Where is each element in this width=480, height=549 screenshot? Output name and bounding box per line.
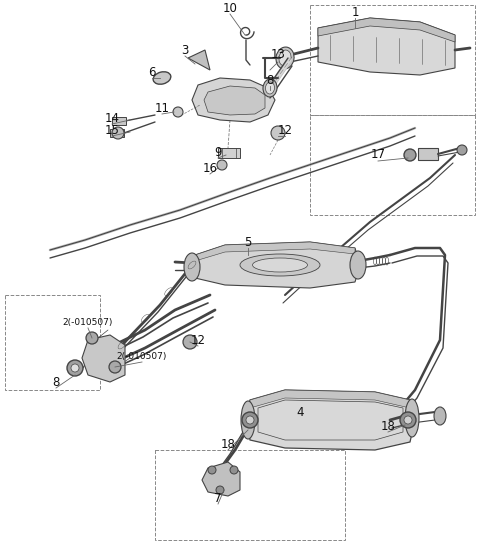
- Polygon shape: [250, 390, 410, 408]
- Polygon shape: [82, 335, 125, 382]
- Text: 2(-010507): 2(-010507): [117, 351, 167, 361]
- Circle shape: [183, 335, 197, 349]
- Circle shape: [216, 486, 224, 494]
- Text: 5: 5: [244, 236, 252, 249]
- Circle shape: [217, 160, 227, 170]
- Ellipse shape: [241, 401, 255, 439]
- Polygon shape: [318, 18, 455, 75]
- Ellipse shape: [263, 79, 277, 97]
- Ellipse shape: [184, 253, 200, 281]
- Circle shape: [67, 360, 83, 376]
- Circle shape: [400, 412, 416, 428]
- Bar: [5, 295, 100, 390]
- Text: 10: 10: [223, 2, 238, 14]
- Text: 9: 9: [214, 145, 222, 159]
- Circle shape: [457, 145, 467, 155]
- Polygon shape: [188, 50, 210, 70]
- Text: 6: 6: [148, 65, 156, 79]
- Text: 12: 12: [191, 333, 205, 346]
- Circle shape: [271, 126, 285, 140]
- Text: 8: 8: [52, 376, 60, 389]
- Circle shape: [242, 412, 258, 428]
- Text: 15: 15: [105, 124, 120, 137]
- Circle shape: [112, 127, 124, 139]
- Circle shape: [404, 416, 412, 424]
- Polygon shape: [246, 390, 415, 450]
- Text: 18: 18: [381, 419, 396, 433]
- Text: 4: 4: [296, 406, 304, 418]
- FancyBboxPatch shape: [110, 129, 124, 137]
- Bar: [310, 5, 475, 115]
- Polygon shape: [318, 18, 455, 42]
- Ellipse shape: [276, 47, 294, 69]
- Polygon shape: [192, 242, 360, 288]
- Polygon shape: [202, 462, 240, 496]
- Ellipse shape: [153, 72, 171, 84]
- Text: 7: 7: [214, 491, 222, 505]
- FancyBboxPatch shape: [112, 117, 126, 125]
- Circle shape: [208, 466, 216, 474]
- Ellipse shape: [405, 399, 419, 437]
- Ellipse shape: [434, 407, 446, 425]
- FancyBboxPatch shape: [218, 148, 240, 158]
- Text: 17: 17: [371, 148, 385, 161]
- Polygon shape: [192, 78, 275, 122]
- Text: 3: 3: [181, 43, 189, 57]
- Circle shape: [230, 466, 238, 474]
- Text: 16: 16: [203, 161, 217, 175]
- Ellipse shape: [279, 50, 291, 66]
- Bar: [155, 450, 345, 540]
- Text: 14: 14: [105, 111, 120, 125]
- Text: 13: 13: [271, 48, 286, 61]
- FancyBboxPatch shape: [418, 148, 438, 160]
- Text: 12: 12: [277, 124, 292, 137]
- Bar: [310, 115, 475, 215]
- Polygon shape: [204, 86, 265, 115]
- Text: 2(-010507): 2(-010507): [63, 317, 113, 327]
- Text: 11: 11: [155, 102, 169, 115]
- Text: 8: 8: [266, 74, 274, 87]
- Circle shape: [246, 416, 254, 424]
- Circle shape: [404, 149, 416, 161]
- Polygon shape: [195, 242, 355, 261]
- Ellipse shape: [350, 251, 366, 279]
- Circle shape: [173, 107, 183, 117]
- Text: 18: 18: [221, 438, 235, 451]
- Text: 1: 1: [351, 5, 359, 19]
- Ellipse shape: [240, 254, 320, 276]
- Circle shape: [86, 332, 98, 344]
- Circle shape: [71, 364, 79, 372]
- Circle shape: [109, 361, 121, 373]
- Ellipse shape: [252, 258, 308, 272]
- Ellipse shape: [265, 82, 275, 94]
